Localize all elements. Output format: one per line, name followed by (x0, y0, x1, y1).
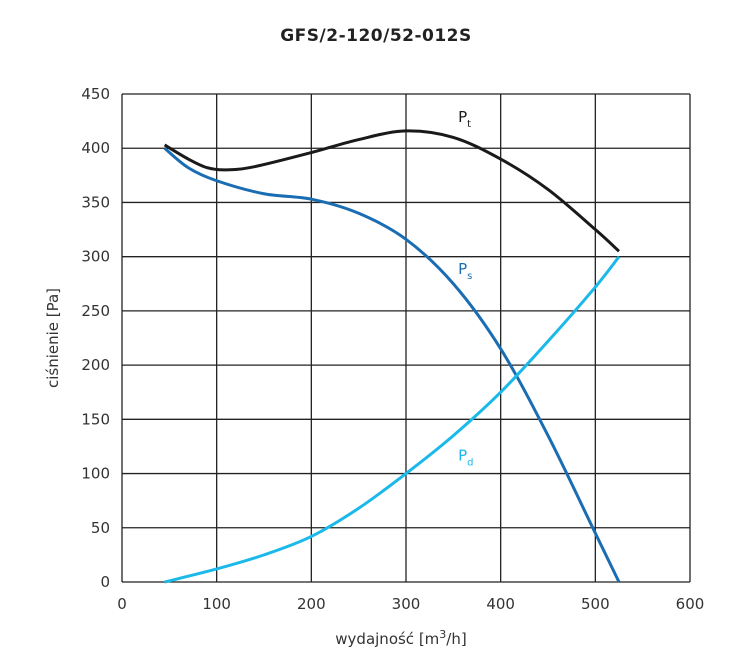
series-label-pt: Pt (458, 108, 471, 130)
x-tick-label: 200 (297, 595, 326, 613)
x-axis-label: wydajność [m3/h] (335, 628, 466, 648)
y-axis-label: ciśnienie [Pa] (44, 288, 62, 388)
x-tick-label: 500 (581, 595, 610, 613)
chart-title: GFS/2-120/52-012S (280, 26, 472, 46)
series-line-pt (163, 129, 621, 253)
x-tick-label: 300 (392, 595, 421, 613)
x-tick-label: 100 (202, 595, 231, 613)
y-tick-label: 250 (81, 302, 110, 320)
series-label-ps: Ps (458, 260, 472, 282)
y-tick-label: 450 (81, 85, 110, 103)
series-line-ps (163, 147, 621, 583)
x-tick-label: 400 (486, 595, 515, 613)
x-tick-label: 0 (117, 595, 127, 613)
y-tick-label: 200 (81, 356, 110, 374)
y-tick-label: 350 (81, 193, 110, 211)
y-tick-label: 150 (81, 410, 110, 428)
y-tick-label: 0 (100, 573, 110, 591)
y-tick-label: 100 (81, 465, 110, 483)
y-tick-label: 300 (81, 248, 110, 266)
y-tick-label: 400 (81, 139, 110, 157)
series-line-pd (164, 255, 621, 584)
y-tick-label: 50 (91, 519, 110, 537)
series-label-pd: Pd (458, 447, 473, 469)
x-tick-label: 600 (676, 595, 705, 613)
